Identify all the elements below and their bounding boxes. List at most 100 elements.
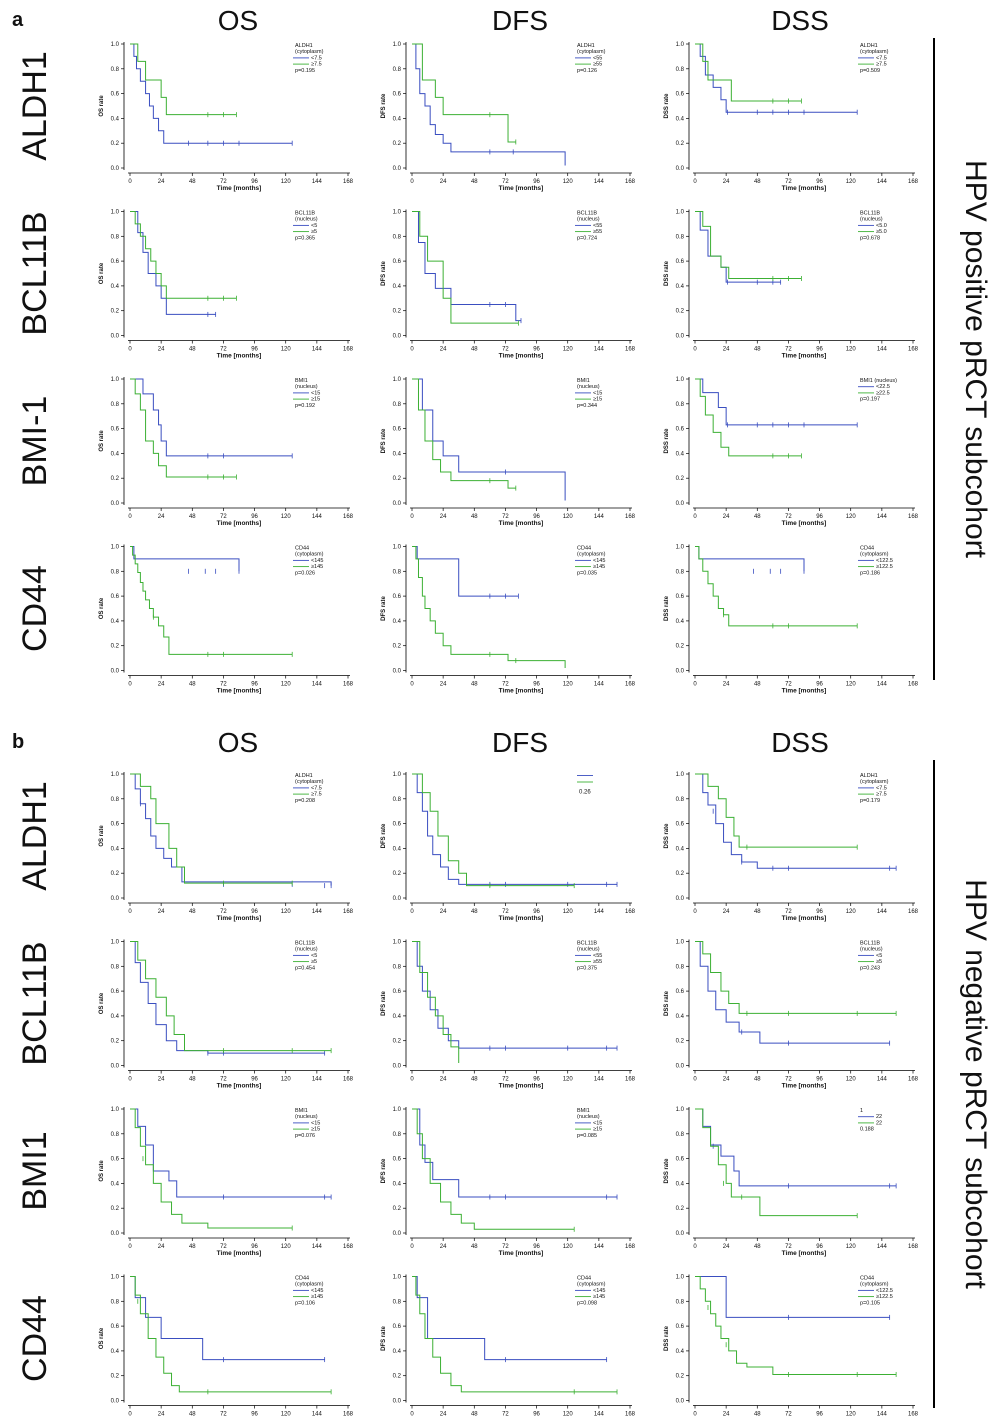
legend-entry: 22 [876, 1114, 882, 1120]
x-tick-label: 48 [189, 909, 196, 915]
y-tick-label: 0.4 [676, 1181, 685, 1187]
x-tick-label: 48 [471, 514, 478, 520]
survival-curve-2 [130, 1108, 293, 1229]
y-tick-label: 0.2 [393, 1206, 402, 1212]
legend-text: (nucleus) [577, 1114, 600, 1120]
x-tick-label: 144 [312, 1077, 323, 1083]
x-tick-label: 144 [594, 179, 605, 185]
km-plot: 0.00.20.40.60.81.0024487296120144168Time… [99, 1274, 354, 1417]
y-tick-label: 1.0 [111, 210, 120, 216]
y-tick-label: 1.0 [393, 545, 402, 551]
x-tick-label: 0 [128, 347, 132, 353]
y-tick-label: 0.0 [111, 501, 120, 507]
x-tick-label: 96 [251, 1244, 258, 1250]
x-tick-label: 96 [251, 347, 258, 353]
y-tick-label: 0.0 [676, 1064, 685, 1070]
y-tick-label: 0.6 [676, 989, 685, 995]
legend-text: ALDH1 [577, 43, 595, 49]
y-tick-label: 0.4 [676, 619, 685, 625]
y-tick-label: 0.2 [393, 309, 402, 315]
y-tick-label: 0.8 [111, 402, 120, 408]
x-tick-label: 96 [816, 347, 823, 353]
x-tick-label: 72 [220, 682, 227, 688]
survival-curve-2 [412, 1108, 575, 1230]
x-tick-label: 96 [816, 179, 823, 185]
x-tick-label: 144 [877, 1412, 888, 1417]
y-tick-label: 0.0 [393, 334, 402, 340]
x-axis-label: Time [months] [217, 520, 262, 527]
survival-curve-1 [130, 43, 293, 144]
survival-curve-2 [130, 211, 237, 299]
y-tick-label: 0.6 [111, 92, 120, 98]
x-tick-label: 24 [723, 179, 730, 185]
x-tick-label: 48 [754, 514, 761, 520]
x-tick-label: 72 [220, 347, 227, 353]
x-tick-label: 144 [877, 909, 888, 915]
legend-text: CD44 [295, 546, 309, 552]
x-tick-label: 0 [693, 682, 697, 688]
x-tick-label: 48 [471, 909, 478, 915]
legend-text: p=0.243 [860, 965, 880, 971]
y-axis-label: DFS rate [381, 596, 387, 621]
legend-text: CD44 [577, 546, 591, 552]
y-tick-label: 0.0 [111, 669, 120, 675]
x-tick-label: 96 [533, 347, 540, 353]
x-tick-label: 48 [754, 1077, 761, 1083]
x-tick-label: 168 [343, 1077, 354, 1083]
x-tick-label: 120 [281, 347, 292, 353]
y-tick-label: 0.0 [676, 334, 685, 340]
x-axis-label: Time [months] [499, 688, 544, 695]
x-tick-label: 48 [754, 1244, 761, 1250]
legend-text: BMI1 [295, 378, 308, 384]
x-tick-label: 0 [410, 347, 414, 353]
x-tick-label: 144 [594, 514, 605, 520]
survival-curve-1 [695, 211, 781, 283]
y-axis-label: OS rate [99, 262, 105, 284]
legend-text: CD44 [860, 546, 874, 552]
x-tick-label: 72 [785, 514, 792, 520]
y-tick-label: 0.4 [393, 1014, 402, 1020]
x-tick-label: 120 [846, 347, 857, 353]
y-tick-label: 0.8 [111, 1299, 120, 1305]
x-tick-label: 0 [693, 514, 697, 520]
x-axis-label: Time [months] [782, 915, 827, 922]
legend-text: (cytoplasm) [295, 1282, 324, 1288]
x-tick-label: 168 [343, 179, 354, 185]
x-tick-label: 144 [594, 909, 605, 915]
legend-entry: ≥122.5 [876, 1294, 893, 1300]
survival-curve-1 [695, 43, 858, 113]
legend-text: p=0.724 [577, 235, 597, 241]
x-axis-label: Time [months] [217, 353, 262, 360]
x-tick-label: 0 [410, 1077, 414, 1083]
row-label-cd44: CD44 [16, 1295, 54, 1382]
legend-entry: ≥145 [593, 1294, 605, 1300]
y-tick-label: 0.8 [676, 402, 685, 408]
x-tick-label: 168 [343, 909, 354, 915]
y-tick-label: 0.2 [111, 1374, 120, 1380]
x-tick-label: 24 [440, 347, 447, 353]
y-tick-label: 0.2 [393, 141, 402, 147]
y-tick-label: 0.2 [111, 1039, 120, 1045]
y-tick-label: 1.0 [676, 210, 685, 216]
survival-curve-2 [695, 211, 802, 279]
y-axis-label: OS rate [99, 95, 105, 117]
y-tick-label: 0.8 [676, 1299, 685, 1305]
legend-text: p=0.179 [860, 798, 880, 804]
y-tick-label: 0.2 [111, 309, 120, 315]
survival-curve-1 [130, 1108, 332, 1198]
x-tick-label: 120 [563, 1244, 574, 1250]
survival-curve-1 [695, 378, 858, 426]
x-tick-label: 48 [189, 682, 196, 688]
survival-curve-2 [412, 378, 516, 489]
y-tick-label: 0.6 [393, 259, 402, 265]
legend-entry: ≥122.5 [876, 564, 893, 570]
legend-entry: <15 [311, 1120, 320, 1126]
legend-text: ALDH1 [860, 773, 878, 779]
